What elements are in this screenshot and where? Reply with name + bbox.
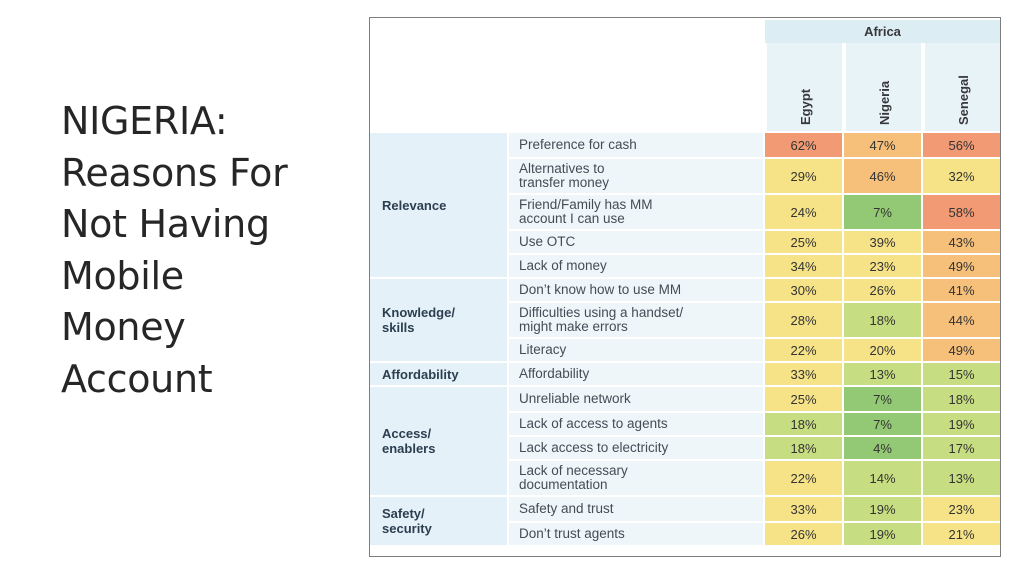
reason-label: Lack of access to agents [509,413,763,437]
reason-label: Don’t know how to use MM [509,279,763,303]
value-cell-egypt: 30% [763,279,842,303]
value-cell-nigeria: 20% [842,339,921,363]
value-cell-egypt: 28% [763,303,842,339]
slide-title: NIGERIA: Reasons For Not Having Mobile M… [61,96,351,405]
column-header-egypt: Egypt [765,43,842,131]
reason-label: Safety and trust [509,497,763,523]
reason-label: Lack access to electricity [509,437,763,461]
row-group-label: Relevance [370,133,507,279]
value-cell-senegal: 21% [921,523,1000,547]
value-cell-senegal: 23% [921,497,1000,523]
reason-label: Don’t trust agents [509,523,763,547]
value-cell-egypt: 62% [763,133,842,159]
value-cell-nigeria: 19% [842,523,921,547]
reason-label: Preference for cash [509,133,763,159]
value-cell-senegal: 17% [921,437,1000,461]
heatmap-table: Africa Egypt Nigeria Senegal Relevance Kn… [369,17,1001,557]
table-row: Literacy 22% 20% 49% [509,339,1000,363]
value-cell-senegal: 49% [921,339,1000,363]
value-cell-egypt: 18% [763,413,842,437]
value-cell-egypt: 22% [763,461,842,497]
value-cell-nigeria: 4% [842,437,921,461]
reason-label: Use OTC [509,231,763,255]
table-row: Don’t trust agents 26% 19% 21% [509,523,1000,547]
row-group-label: Access/ enablers [370,387,507,497]
value-cell-senegal: 58% [921,195,1000,231]
value-cell-senegal: 41% [921,279,1000,303]
table-row: Unreliable network 25% 7% 18% [509,387,1000,413]
value-cell-nigeria: 46% [842,159,921,195]
value-cell-senegal: 18% [921,387,1000,413]
table-row: Friend/Family has MM account I can use 24… [509,195,1000,231]
value-cell-nigeria: 18% [842,303,921,339]
value-cell-nigeria: 47% [842,133,921,159]
value-cell-senegal: 15% [921,363,1000,387]
value-cell-nigeria: 13% [842,363,921,387]
value-cell-senegal: 56% [921,133,1000,159]
table-row: Difficulties using a handset/ might make… [509,303,1000,339]
value-cell-egypt: 34% [763,255,842,279]
region-header: Africa [765,20,1000,43]
table-row: Safety and trust 33% 19% 23% [509,497,1000,523]
value-cell-nigeria: 7% [842,387,921,413]
reason-label: Difficulties using a handset/ might make… [509,303,763,339]
value-cell-nigeria: 19% [842,497,921,523]
value-cell-senegal: 43% [921,231,1000,255]
value-cell-senegal: 32% [921,159,1000,195]
column-header-label: Nigeria [877,81,892,125]
value-cell-nigeria: 14% [842,461,921,497]
reason-label: Friend/Family has MM account I can use [509,195,763,231]
table-row: Lack of money 34% 23% 49% [509,255,1000,279]
column-header-senegal: Senegal [923,43,1000,131]
reason-label: Affordability [509,363,763,387]
value-cell-nigeria: 26% [842,279,921,303]
value-cell-egypt: 29% [763,159,842,195]
reason-label: Lack of necessary documentation [509,461,763,497]
table-row: Lack of access to agents 18% 7% 19% [509,413,1000,437]
value-cell-nigeria: 23% [842,255,921,279]
reason-label: Unreliable network [509,387,763,413]
table-row: Lack access to electricity 18% 4% 17% [509,437,1000,461]
table-row: Don’t know how to use MM 30% 26% 41% [509,279,1000,303]
value-cell-nigeria: 7% [842,195,921,231]
value-cell-senegal: 13% [921,461,1000,497]
table-row: Alternatives to transfer money 29% 46% 32% [509,159,1000,195]
reason-label: Lack of money [509,255,763,279]
row-group-label: Knowledge/ skills [370,279,507,363]
value-cell-nigeria: 7% [842,413,921,437]
column-header-label: Egypt [798,89,813,125]
table-row: Affordability 33% 13% 15% [509,363,1000,387]
column-header-label: Senegal [956,75,971,125]
value-cell-egypt: 26% [763,523,842,547]
row-group-label: Safety/ security [370,497,507,547]
value-cell-senegal: 44% [921,303,1000,339]
value-cell-egypt: 25% [763,387,842,413]
reason-label: Alternatives to transfer money [509,159,763,195]
value-cell-nigeria: 39% [842,231,921,255]
value-cell-egypt: 24% [763,195,842,231]
value-cell-senegal: 19% [921,413,1000,437]
column-header-nigeria: Nigeria [844,43,921,131]
value-cell-egypt: 22% [763,339,842,363]
reason-label: Literacy [509,339,763,363]
table-row: Lack of necessary documentation 22% 14% 13% [509,461,1000,497]
table-row: Preference for cash 62% 47% 56% [509,133,1000,159]
value-cell-senegal: 49% [921,255,1000,279]
value-cell-egypt: 18% [763,437,842,461]
value-cell-egypt: 25% [763,231,842,255]
value-cell-egypt: 33% [763,497,842,523]
table-row: Use OTC 25% 39% 43% [509,231,1000,255]
value-cell-egypt: 33% [763,363,842,387]
row-group-label: Affordability [370,363,507,387]
